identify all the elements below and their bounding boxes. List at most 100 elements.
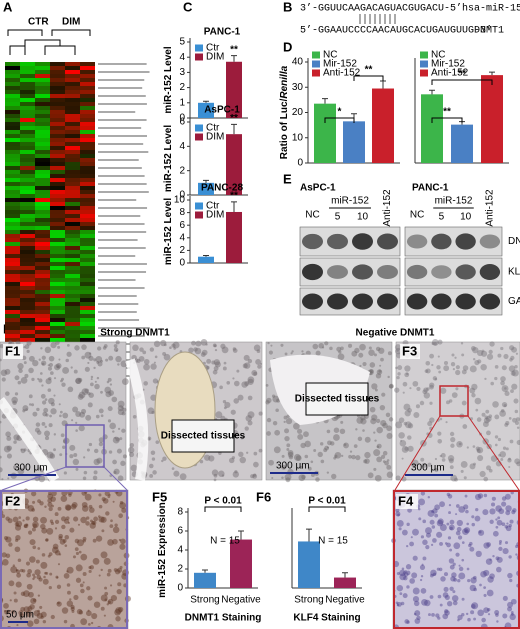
tissue-texture bbox=[89, 352, 92, 355]
tissue-image bbox=[0, 489, 129, 629]
tissue-texture bbox=[283, 420, 286, 424]
tissue-texture bbox=[481, 412, 486, 417]
tissue-texture bbox=[443, 360, 449, 366]
tissue-texture bbox=[483, 542, 490, 549]
tissue-texture bbox=[78, 391, 86, 399]
heatmap-cell bbox=[20, 94, 35, 98]
heatmap-cell bbox=[65, 154, 80, 158]
heatmap-cell bbox=[50, 278, 65, 282]
y-axis-label-text: miR-152 Level bbox=[163, 198, 174, 265]
tissue-texture bbox=[440, 452, 446, 458]
band bbox=[479, 234, 501, 249]
dendrogram bbox=[9, 39, 76, 55]
tissue-texture bbox=[81, 408, 87, 414]
heatmap-cell bbox=[20, 270, 35, 274]
tissue-texture bbox=[514, 421, 519, 426]
tissue-texture bbox=[508, 417, 512, 420]
heatmap-cell bbox=[35, 150, 50, 154]
legend-swatch bbox=[195, 202, 203, 210]
heatmap-cell bbox=[80, 86, 95, 90]
tissue-texture bbox=[117, 405, 124, 412]
y-tick-label: 4 bbox=[179, 141, 185, 152]
heatmap-cell bbox=[65, 222, 80, 226]
heatmap-cell bbox=[35, 74, 50, 78]
tissue-texture bbox=[5, 391, 10, 396]
chart-title: AsPC-1 bbox=[204, 105, 240, 116]
tissue-texture bbox=[5, 536, 12, 543]
y-tick-label: 4 bbox=[179, 52, 185, 63]
tissue-texture bbox=[80, 588, 85, 594]
heatmap-cell bbox=[20, 242, 35, 246]
tissue-texture bbox=[43, 575, 46, 579]
tissue-texture bbox=[419, 564, 426, 570]
tissue-texture bbox=[44, 398, 48, 401]
tissue-texture bbox=[508, 555, 512, 559]
tissue-texture bbox=[104, 386, 112, 394]
tissue-image bbox=[0, 341, 127, 481]
tissue-texture bbox=[447, 455, 455, 462]
tissue-texture bbox=[120, 460, 126, 466]
y-axis-label: miR-152 Level bbox=[163, 198, 174, 265]
tissue-texture bbox=[45, 571, 49, 575]
treatment-label: miR-152 bbox=[331, 196, 369, 207]
tissue-texture bbox=[36, 430, 42, 435]
tissue-texture bbox=[451, 353, 455, 357]
annotation: N = 15 bbox=[210, 536, 240, 547]
tissue-texture bbox=[494, 610, 500, 616]
heatmap-cell bbox=[65, 334, 80, 338]
heatmap-cell bbox=[35, 306, 50, 310]
significance: ** bbox=[230, 113, 238, 124]
tissue-texture bbox=[413, 612, 417, 616]
tissue-texture bbox=[356, 416, 364, 424]
inset-frame bbox=[0, 490, 128, 629]
heatmap-cell bbox=[50, 78, 65, 82]
tissue-texture bbox=[471, 522, 475, 527]
tissue-texture bbox=[515, 352, 519, 355]
tissue-texture bbox=[320, 442, 324, 446]
heatmap-cell bbox=[80, 186, 95, 190]
tissue-texture bbox=[334, 451, 342, 459]
tissue-texture bbox=[14, 522, 19, 527]
tissue-texture bbox=[343, 443, 347, 446]
tissue-texture bbox=[100, 606, 105, 611]
tissue-texture bbox=[398, 417, 405, 423]
tissue-texture bbox=[152, 470, 157, 475]
heatmap-cell bbox=[35, 314, 50, 318]
tissue-texture bbox=[498, 453, 501, 457]
tissue-texture bbox=[505, 447, 509, 451]
heatmap-cell bbox=[80, 290, 95, 294]
tissue-texture bbox=[73, 369, 78, 374]
heatmap-cell bbox=[65, 102, 80, 106]
tissue-texture bbox=[482, 509, 489, 516]
tissue-texture bbox=[195, 340, 202, 347]
tissue-texture bbox=[436, 365, 441, 370]
tissue-texture bbox=[483, 476, 489, 482]
tissue-texture bbox=[320, 459, 325, 464]
tissue-texture bbox=[509, 345, 515, 351]
tissue-texture bbox=[87, 595, 93, 601]
tissue-texture bbox=[469, 546, 475, 552]
heatmap-cell bbox=[20, 98, 35, 102]
tissue-texture bbox=[23, 448, 27, 452]
heatmap-cell bbox=[35, 90, 50, 94]
tissue-texture bbox=[399, 573, 407, 581]
heatmap-cell bbox=[5, 210, 20, 214]
tissue-texture bbox=[271, 394, 276, 398]
tissue-texture bbox=[375, 346, 381, 352]
tissue-texture bbox=[387, 351, 392, 356]
error-bar bbox=[203, 254, 209, 257]
tissue-texture bbox=[402, 381, 408, 387]
tissue-texture bbox=[505, 510, 511, 516]
tissue-texture bbox=[58, 533, 63, 539]
tissue-texture bbox=[87, 361, 90, 365]
heatmap-cell bbox=[20, 250, 35, 254]
heatmap-cell bbox=[50, 122, 65, 126]
heatmap-cell bbox=[65, 226, 80, 230]
band bbox=[479, 293, 501, 310]
heatmap-cell bbox=[50, 138, 65, 142]
tissue-texture bbox=[50, 408, 57, 415]
tissue-texture bbox=[432, 538, 437, 543]
tissue-texture bbox=[478, 530, 482, 534]
tissue-texture bbox=[446, 522, 450, 526]
significance-bracket bbox=[204, 506, 242, 512]
